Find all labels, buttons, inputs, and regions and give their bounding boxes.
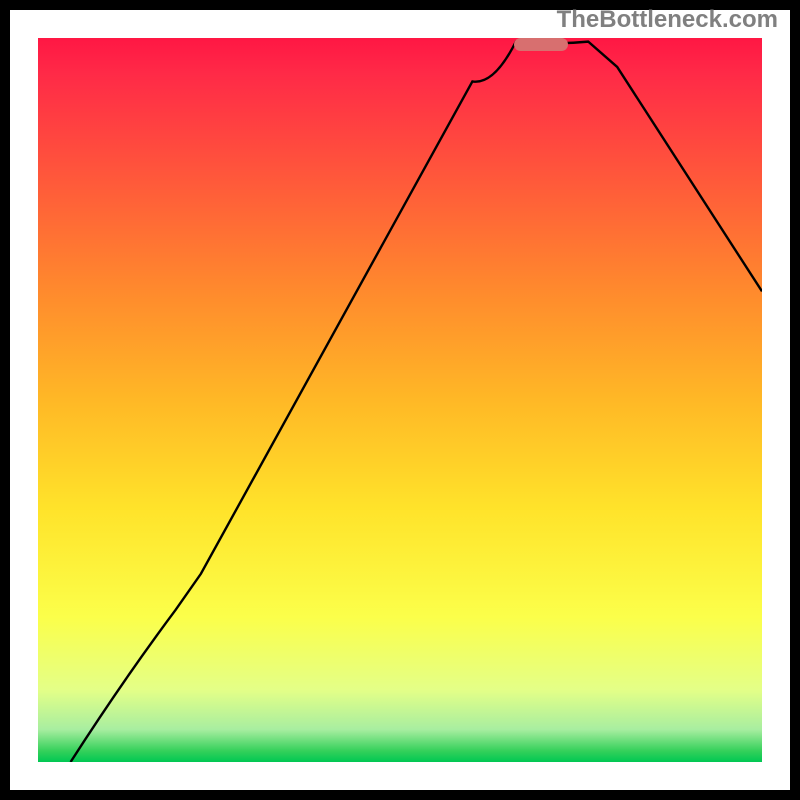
- chart-frame: TheBottleneck.com: [0, 0, 800, 800]
- gradient-background: [38, 38, 762, 762]
- watermark-text: TheBottleneck.com: [557, 6, 778, 34]
- plot-svg: [38, 38, 762, 762]
- optimum-marker: [514, 38, 568, 51]
- plot-area: [38, 38, 762, 762]
